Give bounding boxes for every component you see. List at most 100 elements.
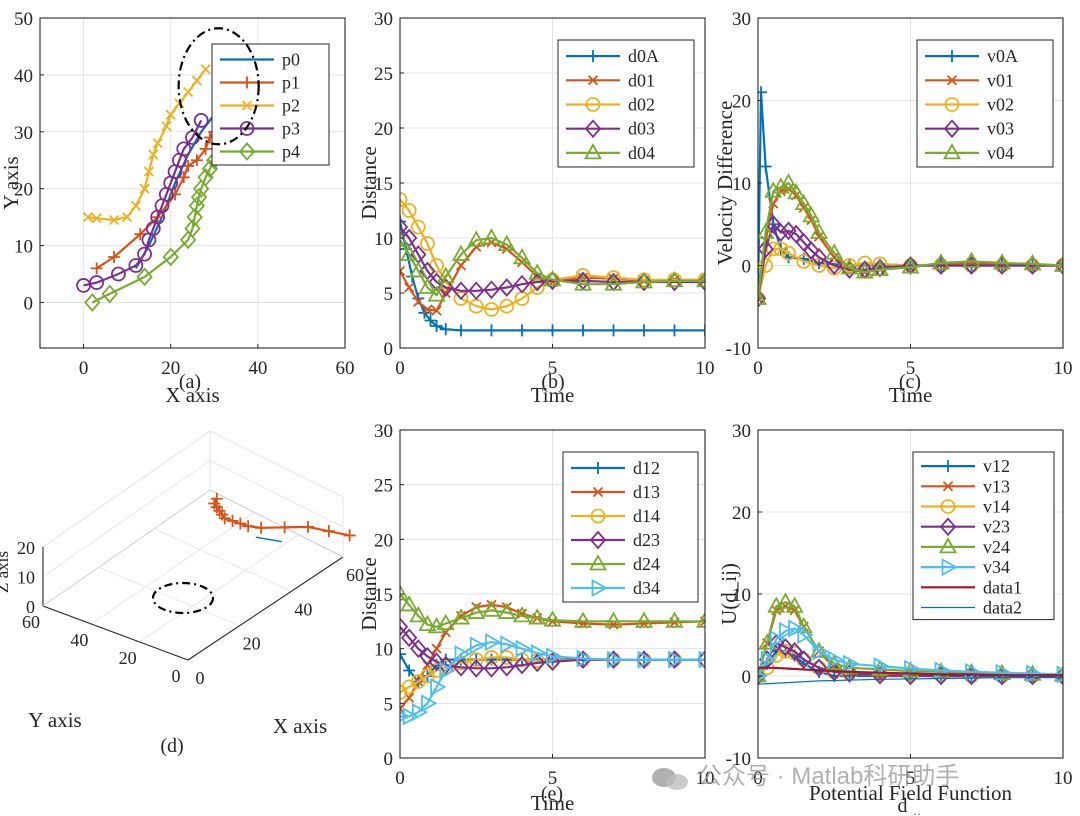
data-point-p2	[91, 213, 102, 224]
data-point-d24	[467, 602, 486, 619]
data-point-d24	[634, 611, 654, 628]
data-point-v02	[773, 241, 789, 257]
y-axis-label: Y axis	[28, 708, 81, 732]
panel-label: (b)	[541, 371, 564, 393]
data-point-d01	[431, 305, 442, 316]
data-point-d23	[400, 617, 409, 637]
data-point-d34	[515, 639, 532, 658]
x-tick-label: 0	[395, 768, 405, 789]
data-point-d04	[604, 274, 623, 291]
data-point-d04	[512, 247, 532, 265]
data-point-d0A	[485, 324, 498, 337]
data-point-v23	[810, 658, 828, 678]
data-point-d23	[483, 658, 500, 678]
x-axis-subscript: ij	[914, 810, 921, 816]
data-point-d04	[482, 228, 501, 245]
x-axis-label: Time	[531, 383, 575, 407]
data-point-d01	[516, 257, 528, 268]
legend-entry-v14: v14	[983, 497, 1010, 517]
data-point-v34	[779, 621, 796, 640]
data-point-p2	[148, 149, 159, 160]
data-point-p1	[90, 262, 103, 275]
data-point-v01	[798, 202, 809, 213]
legend-entry-p2: p2	[282, 96, 300, 116]
data-point-v23	[777, 637, 794, 657]
data-point-v0A	[759, 160, 772, 173]
data-point-d24	[400, 584, 410, 601]
data-point-p3	[111, 266, 126, 282]
series-group	[400, 192, 705, 337]
data-point-p4	[197, 167, 214, 187]
data-point-p2	[108, 214, 120, 226]
legend-entry-d12: d12	[633, 458, 660, 478]
x-tick-label: 5	[906, 768, 916, 789]
data-point-d14	[453, 655, 469, 671]
legend-marker-v12	[942, 460, 954, 473]
z-tick-label: 0	[26, 597, 35, 617]
y-tick-label: 40	[14, 66, 33, 87]
data-point-d03	[666, 272, 683, 292]
data-point-v24	[758, 666, 768, 683]
legend-entry-v01: v01	[987, 70, 1014, 90]
y-tick-label: -10	[726, 749, 751, 770]
data-point-d24	[573, 611, 593, 628]
data-point-v34	[760, 650, 778, 669]
y-tick-label: 30	[732, 9, 751, 30]
legend-marker-d24	[588, 554, 608, 571]
x-tick-label: 40	[294, 599, 312, 619]
x-tick-label: 10	[696, 358, 715, 379]
data-point-d24	[512, 606, 532, 623]
panel-label: (e)	[541, 783, 563, 805]
data-point-d01	[404, 282, 415, 293]
legend-entry-d14: d14	[633, 506, 660, 526]
data-point-p3	[89, 275, 105, 290]
data-point-d02	[400, 192, 408, 207]
watermark: 公众号 · Matlab科研助手	[652, 756, 959, 791]
data-point-d34	[500, 635, 517, 654]
data-point-d02	[401, 203, 417, 218]
data-point-p3	[193, 113, 209, 128]
legend-marker-d02	[585, 97, 601, 112]
data-point-d24	[482, 600, 501, 617]
legend-box	[912, 451, 1055, 621]
legend-marker-d23	[589, 530, 607, 550]
y-tick-label: 40	[70, 630, 88, 650]
data-point-d0A	[577, 324, 589, 337]
data-point-d03	[452, 281, 470, 301]
axis-x	[187, 556, 344, 661]
legend-marker-v02	[944, 97, 960, 112]
data-point-d03	[428, 272, 445, 292]
data-point-v04	[825, 243, 844, 260]
data-point-d24	[451, 608, 471, 625]
data-point-p4	[84, 293, 101, 312]
data-point-d12	[400, 648, 406, 661]
data-point-d03	[696, 272, 705, 292]
legend: d12 d13 d14 d23 d24 d34	[562, 451, 699, 603]
legend: p0 p1 p2 p3 p4	[211, 43, 330, 166]
grid-line-floor	[91, 511, 255, 625]
data-point-d14	[499, 650, 515, 665]
data-point-d03	[400, 217, 409, 237]
grid-line-floor	[139, 534, 299, 643]
data-point-v04	[787, 183, 806, 200]
data-point-v23	[786, 642, 803, 661]
data-point-d24	[436, 613, 455, 630]
data-point-d24	[543, 610, 562, 627]
legend-marker-v13	[942, 481, 954, 492]
watermark-text: 公众号 · Matlab科研助手	[698, 763, 960, 790]
data-point-d02	[484, 302, 499, 317]
data-point-d0A	[439, 323, 452, 336]
series-line-data2	[758, 676, 1063, 685]
legend-marker-d04	[583, 143, 603, 160]
data-point-p2	[122, 212, 133, 223]
data-point-d0A	[516, 324, 528, 337]
data-point-v04	[771, 177, 790, 194]
legend-entry-d34: d34	[633, 578, 660, 598]
x-axis-label: Time	[531, 791, 575, 815]
data-point-d04	[400, 244, 419, 261]
legend-entry-p3: p3	[282, 119, 300, 139]
panel-label: (d)	[160, 735, 183, 757]
data-point-d24	[497, 602, 516, 619]
y-tick-label: 10	[732, 585, 751, 606]
